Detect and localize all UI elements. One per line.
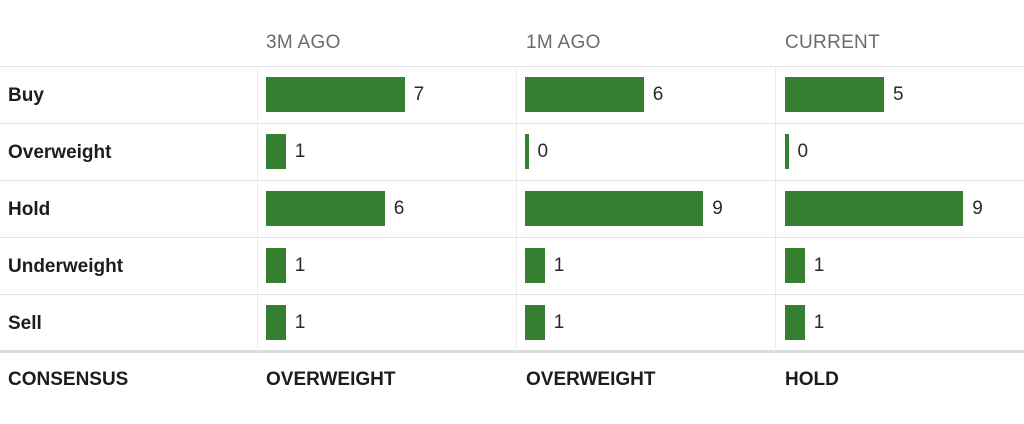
rating-label: Hold xyxy=(8,199,51,220)
bar-value-label: 9 xyxy=(972,198,983,219)
rating-label: Buy xyxy=(8,85,44,106)
column-divider xyxy=(516,66,517,349)
bar xyxy=(266,134,286,169)
bar-value-label: 7 xyxy=(413,84,425,105)
rating-label: Underweight xyxy=(8,256,124,277)
column-divider xyxy=(257,66,258,349)
rating-row-sell: Sell 1 1 1 xyxy=(0,295,1024,353)
bar-value-label: 0 xyxy=(537,141,549,162)
bar xyxy=(525,248,545,283)
consensus-label: CONSENSUS xyxy=(8,369,129,390)
header-row: 3M AGO 1M AGO CURRENT xyxy=(0,0,1024,67)
bar xyxy=(525,134,529,169)
consensus-row: CONSENSUS OVERWEIGHT OVERWEIGHT HOLD xyxy=(0,353,1024,413)
bar-value-label: 6 xyxy=(652,84,664,105)
column-header-current: CURRENT xyxy=(785,32,880,53)
rating-row-overweight: Overweight 1 0 0 xyxy=(0,124,1024,181)
bar xyxy=(266,305,286,340)
bar xyxy=(525,305,545,340)
rating-label: Sell xyxy=(8,313,42,334)
bar-value-label: 6 xyxy=(393,198,405,219)
bar-value-label: 1 xyxy=(294,255,306,276)
bar xyxy=(785,77,884,112)
ratings-table: 3M AGO 1M AGO CURRENT Buy 7 6 5 Overweight 1 0… xyxy=(0,0,1024,413)
bar-value-label: 1 xyxy=(553,255,565,276)
bar-value-label: 1 xyxy=(813,312,825,333)
bar xyxy=(525,191,704,226)
consensus-current: HOLD xyxy=(785,369,839,390)
bar xyxy=(785,305,805,340)
bar xyxy=(266,191,385,226)
bar xyxy=(266,248,286,283)
rating-row-buy: Buy 7 6 5 xyxy=(0,67,1024,124)
rating-label: Overweight xyxy=(8,142,112,163)
bar-value-label: 1 xyxy=(813,255,825,276)
bar-value-label: 0 xyxy=(797,141,809,162)
bar xyxy=(785,191,964,226)
bar xyxy=(266,77,405,112)
bar-value-label: 9 xyxy=(712,198,723,219)
rating-rows: Buy 7 6 5 Overweight 1 0 0 Hold 6 9 9 Underweight 1 1 1… xyxy=(0,67,1024,353)
rating-row-hold: Hold 6 9 9 xyxy=(0,181,1024,238)
bar-value-label: 1 xyxy=(294,312,306,333)
column-header-1m-ago: 1M AGO xyxy=(526,32,601,53)
consensus-3m-ago: OVERWEIGHT xyxy=(266,369,396,390)
column-header-3m-ago: 3M AGO xyxy=(266,32,341,53)
consensus-1m-ago: OVERWEIGHT xyxy=(526,369,656,390)
bar-value-label: 1 xyxy=(294,141,306,162)
column-divider xyxy=(775,66,776,349)
bar xyxy=(785,134,789,169)
bar-value-label: 1 xyxy=(553,312,565,333)
bar xyxy=(785,248,805,283)
bar xyxy=(525,77,644,112)
rating-row-underweight: Underweight 1 1 1 xyxy=(0,238,1024,295)
bar-value-label: 5 xyxy=(893,84,904,105)
